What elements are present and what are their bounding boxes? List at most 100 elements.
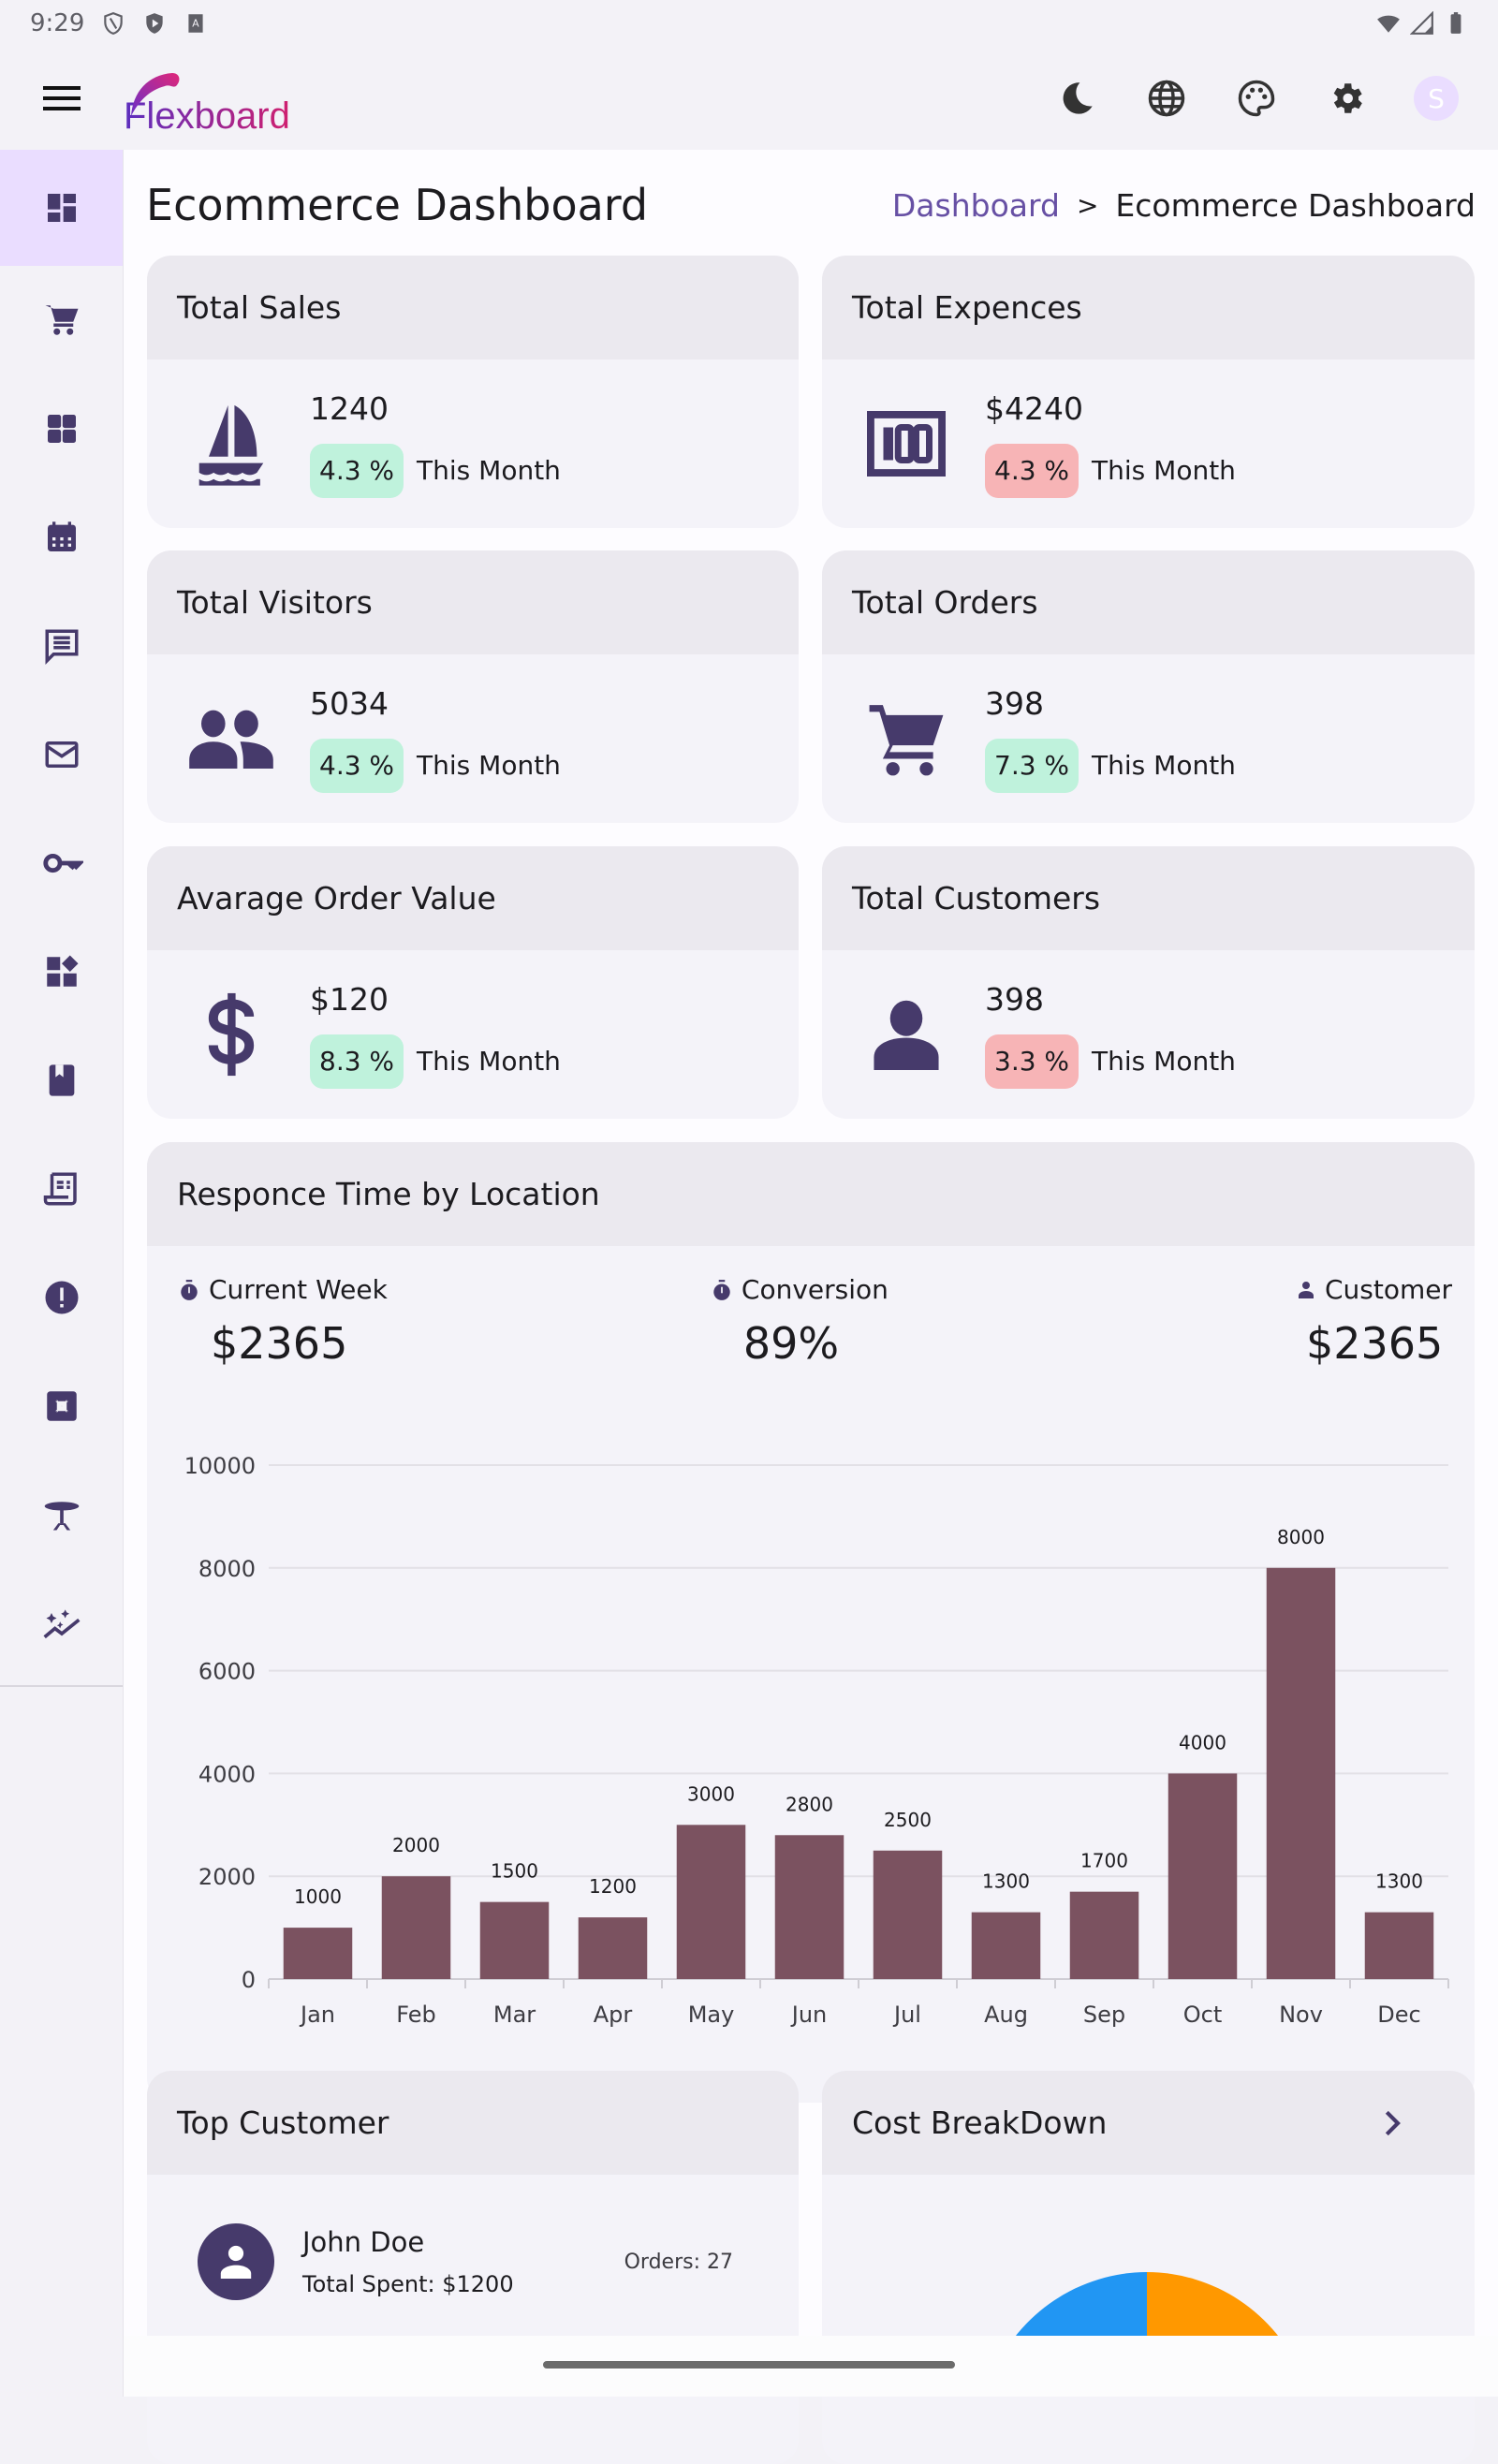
change-badge: 4.3 % (985, 443, 1079, 498)
breadcrumb-current: Ecommerce Dashboard (1115, 186, 1476, 224)
metric-current-week: Current Week $2365 (179, 1274, 388, 1369)
sidebar-item-widgets[interactable] (0, 374, 123, 483)
sidebar-item-dashboard[interactable] (0, 150, 123, 266)
stat-value: 398 (985, 980, 1044, 1018)
x-tick-label: Jan (299, 2002, 335, 2028)
metric-label: Current Week (209, 1274, 388, 1305)
chevron-right-icon[interactable] (1383, 2109, 1403, 2137)
settings-button[interactable] (1301, 53, 1391, 143)
change-badge: 7.3 % (985, 738, 1079, 793)
card-header: Cost BreakDown (822, 2071, 1475, 2175)
x-tick-label: Apr (594, 2002, 633, 2028)
stat-card-average-order-value[interactable]: Avarage Order Value $120 8.3 % This Mont… (147, 846, 799, 1119)
bar-sep (1069, 1891, 1139, 1979)
data-label: 1500 (491, 1860, 538, 1883)
x-tick-label: Nov (1279, 2002, 1323, 2028)
change-badge: 3.3 % (985, 1034, 1079, 1089)
stat-card-total-visitors[interactable]: Total Visitors 5034 4.3 % This Month (147, 550, 799, 823)
fullscreen-exit-icon (46, 1391, 77, 1421)
period-label: This Month (417, 1046, 561, 1077)
widgets-icon (46, 955, 78, 987)
data-label: 2800 (786, 1793, 833, 1815)
gesture-nav-handle[interactable] (543, 2361, 955, 2369)
change-badge: 4.3 % (310, 738, 404, 793)
breadcrumb-dashboard-link[interactable]: Dashboard (891, 186, 1060, 224)
sidebar-item-tables[interactable] (0, 1460, 123, 1569)
top-customer-card: Top Customer John Doe Total Spent: $1200… (147, 2071, 799, 2464)
sidebar-item-components[interactable] (0, 917, 123, 1026)
stat-card-total-sales[interactable]: Total Sales 1240 4.3 % This Month (147, 256, 799, 528)
x-tick-label: Mar (493, 2002, 536, 2028)
wifi-icon (1377, 15, 1400, 33)
sidebar (0, 150, 124, 2397)
stat-value: $120 (310, 980, 389, 1018)
bar-nov (1266, 1567, 1336, 1979)
data-label: 3000 (687, 1782, 735, 1805)
sidebar-item-calendar[interactable] (0, 483, 123, 592)
status-time: 9:29 (30, 9, 85, 37)
shield-icon (104, 12, 124, 35)
language-button[interactable] (1122, 53, 1212, 143)
x-tick-label: Aug (984, 2002, 1028, 2028)
font-a-icon: A (188, 14, 203, 33)
data-label: 4000 (1179, 1731, 1226, 1753)
book-icon (49, 1064, 74, 1096)
customer-name: John Doe (302, 2226, 425, 2258)
timer-icon (181, 1279, 198, 1300)
menu-button[interactable] (0, 47, 124, 150)
stat-card-total-customers[interactable]: Total Customers 398 3.3 % This Month (822, 846, 1475, 1119)
sidebar-item-alerts[interactable] (0, 1243, 123, 1352)
x-tick-label: Dec (1377, 2002, 1420, 2028)
sidebar-item-chat[interactable] (0, 592, 123, 700)
metric-label: Conversion (741, 1274, 889, 1305)
hamburger-icon (43, 86, 81, 110)
stat-card-total-expences[interactable]: Total Expences $4240 4.3 % This Month (822, 256, 1475, 528)
moon-icon (1063, 82, 1093, 114)
sidebar-item-mail[interactable] (0, 700, 123, 809)
dollar-icon (208, 992, 255, 1077)
y-tick-label: 4000 (198, 1761, 256, 1787)
bar-aug (971, 1912, 1041, 1979)
period-label: This Month (1092, 750, 1236, 781)
calendar-icon (47, 521, 76, 551)
palette-icon (1238, 80, 1275, 117)
sidebar-item-invoice[interactable] (0, 1135, 123, 1243)
logo-swoosh-icon (131, 73, 180, 116)
bar-jul (873, 1850, 943, 1979)
period-label: This Month (1092, 455, 1236, 486)
receipt-icon (43, 1172, 77, 1206)
page-title: Ecommerce Dashboard (146, 180, 649, 230)
theme-button[interactable] (1212, 53, 1301, 143)
cost-pie-chart (998, 2272, 1296, 2362)
stat-card-total-orders[interactable]: Total Orders 398 7.3 % This Month (822, 550, 1475, 823)
y-tick-label: 8000 (198, 1556, 256, 1582)
bar-jun (774, 1835, 844, 1979)
bar-feb (381, 1876, 451, 1979)
sidebar-item-pages[interactable] (0, 1026, 123, 1135)
customer-total-spent: Total Spent: $1200 (302, 2271, 514, 2297)
chat-icon (45, 629, 78, 665)
profile-button[interactable]: S (1391, 53, 1481, 143)
battery-icon (1450, 12, 1461, 34)
bar-jan (283, 1928, 353, 1979)
sidebar-item-fullscreen[interactable] (0, 1352, 123, 1460)
sidebar-item-auth[interactable] (0, 809, 123, 917)
x-tick-label: Oct (1183, 2002, 1223, 2028)
customer-orders: Orders: 27 (624, 2250, 733, 2274)
grid-icon (47, 415, 76, 443)
data-label: 1300 (982, 1870, 1030, 1893)
timer-icon (713, 1279, 730, 1300)
logo[interactable]: Flexboard (124, 56, 311, 140)
sidebar-item-ecommerce[interactable] (0, 266, 123, 374)
y-tick-label: 10000 (184, 1453, 256, 1479)
card-title: Total Sales (147, 256, 799, 359)
sidebar-item-charts[interactable] (0, 1569, 123, 1678)
customer-list-item[interactable]: John Doe Total Spent: $1200 Orders: 27 (147, 2175, 799, 2300)
cost-breakdown-card: Cost BreakDown (822, 2071, 1475, 2464)
x-tick-label: May (688, 2002, 735, 2028)
dark-mode-button[interactable] (1032, 53, 1122, 143)
change-badge: 4.3 % (310, 443, 404, 498)
metric-value: $2365 (211, 1318, 348, 1369)
bar-oct (1168, 1773, 1238, 1979)
stat-value: 398 (985, 684, 1044, 722)
